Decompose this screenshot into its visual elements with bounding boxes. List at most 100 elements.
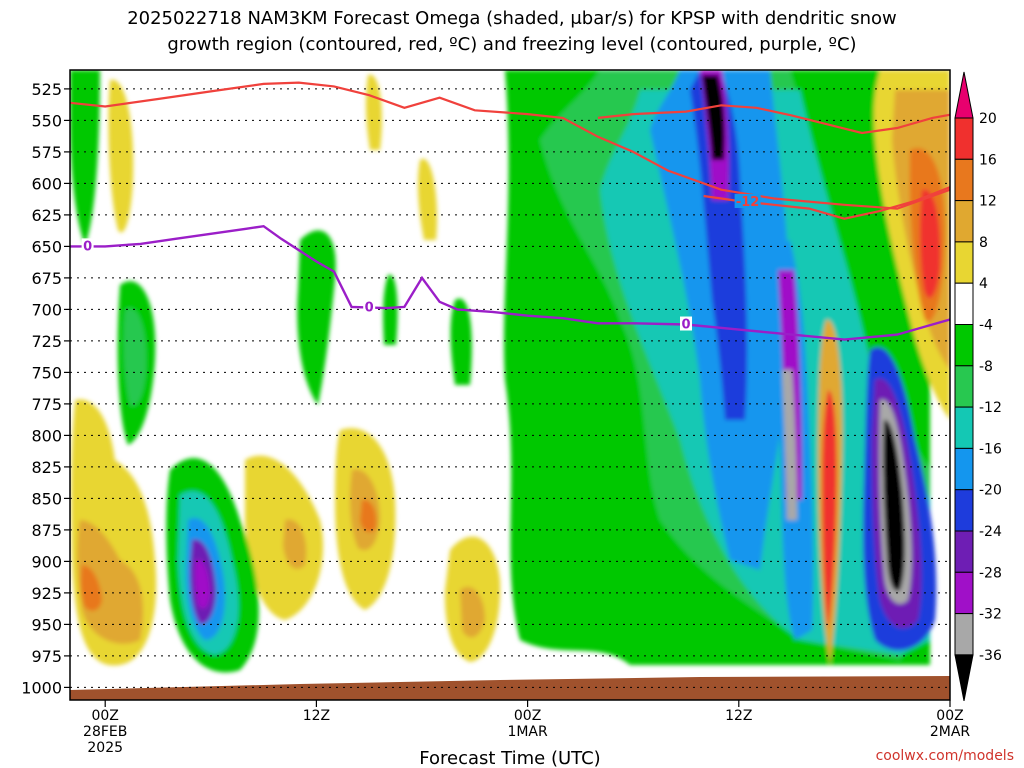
- colorbar-label: 16: [979, 152, 997, 168]
- omega-region: [702, 75, 725, 160]
- contour-lines: [70, 81, 950, 341]
- y-tick-label: 975: [31, 647, 62, 666]
- dendritic-contour: [70, 81, 950, 210]
- omega-region: [297, 230, 336, 405]
- omega-region: [80, 565, 102, 611]
- y-tick-label: 800: [31, 426, 62, 445]
- chart-title-line1: 2025022718 NAM3KM Forecast Omega (shaded…: [127, 8, 897, 29]
- y-tick-label: 625: [31, 206, 62, 225]
- omega-region: [108, 79, 134, 233]
- chart-title-line2: growth region (contoured, red, ºC) and f…: [167, 34, 856, 55]
- y-tick-label: 600: [31, 174, 62, 193]
- colorbar-segment: [954, 530, 974, 573]
- y-tick-label: 850: [31, 489, 62, 508]
- colorbar-label: -28: [979, 565, 1002, 581]
- dendritic-contour: [597, 104, 950, 135]
- x-tick-label: 2025: [87, 740, 123, 756]
- y-tick-label: 1000: [21, 678, 62, 697]
- x-tick-label: 1MAR: [507, 724, 548, 740]
- x-tick-label: 12Z: [303, 708, 330, 724]
- contour-label-bg: [680, 316, 692, 331]
- colorbar-label: -12: [979, 400, 1002, 416]
- freezing-level-label: 0: [681, 318, 690, 333]
- colorbar-segment: [954, 117, 974, 160]
- contour-label-bg: [363, 299, 376, 314]
- omega-shading: [70, 70, 950, 673]
- colorbar-segment: [954, 571, 974, 615]
- y-tick-label: 925: [31, 584, 62, 603]
- omega-region: [690, 70, 748, 420]
- colorbar-label: -24: [979, 524, 1002, 540]
- colorbar-segment: [954, 282, 974, 326]
- x-tick-label: 2MAR: [930, 724, 971, 740]
- colorbar-label: -16: [979, 441, 1002, 457]
- colorbar-label: -36: [979, 648, 1002, 664]
- colorbar-label: -8: [979, 359, 993, 375]
- colorbar-label: 12: [979, 194, 997, 210]
- colorbar-segment: [954, 489, 974, 532]
- contour-label-bg: [81, 238, 94, 253]
- y-tick-label: 775: [31, 395, 62, 414]
- omega-region: [70, 70, 100, 245]
- omega-region: [822, 390, 837, 630]
- freezing-level-contour: [70, 224, 950, 341]
- omega-region: [883, 419, 905, 591]
- freezing-level-label: 0: [365, 301, 374, 316]
- colorbar-segment: [954, 71, 974, 119]
- omega-region: [782, 370, 797, 520]
- colorbar-label: -4: [979, 318, 993, 334]
- colorbar-segment: [954, 365, 974, 408]
- colorbar-label: 20: [979, 111, 997, 127]
- x-tick-label: 00Z: [936, 708, 963, 724]
- y-tick-label: 700: [31, 300, 62, 319]
- x-tick-label: 12Z: [725, 708, 752, 724]
- contour-label-bg: [734, 193, 761, 208]
- plot-frame: [69, 69, 951, 701]
- y-tick-label: 825: [31, 458, 62, 477]
- terrain-surface: [70, 676, 950, 700]
- x-axis-label: Forecast Time (UTC): [419, 748, 600, 768]
- omega-region: [365, 74, 382, 150]
- x-tick-label: 28FEB: [83, 724, 127, 740]
- omega-region: [194, 559, 210, 609]
- colorbar-segment: [954, 654, 974, 701]
- colorbar-segment: [954, 158, 974, 202]
- y-tick-label: 950: [31, 615, 62, 634]
- omega-region: [123, 308, 147, 407]
- y-tick-label: 900: [31, 552, 62, 571]
- y-tick-label: 525: [31, 80, 62, 99]
- y-axis: 525 550 575 600 625 650 675 700 725 750 775 800 825 8…: [21, 80, 70, 697]
- y-tick-label: 875: [31, 521, 62, 540]
- omega-region: [283, 519, 307, 569]
- y-tick-label: 725: [31, 332, 62, 351]
- contour-labels: -12 0 0 0: [81, 193, 761, 333]
- colorbar-segment: [954, 613, 974, 656]
- omega-region: [77, 520, 144, 644]
- colorbar-label: -32: [979, 607, 1002, 623]
- x-tick-label: 00Z: [514, 708, 541, 724]
- y-tick-label: 550: [31, 111, 62, 130]
- colorbar-segment: [954, 200, 974, 243]
- omega-region: [417, 158, 438, 240]
- y-tick-label: 750: [31, 363, 62, 382]
- colorbar-segment: [954, 406, 974, 449]
- freezing-level-label: 0: [83, 239, 92, 254]
- x-tick-label: 00Z: [91, 708, 118, 724]
- y-tick-label: 675: [31, 269, 62, 288]
- colorbar-label: 8: [979, 235, 988, 251]
- colorbar: 20 16 12 8 4 -4 -8 -12 -16 -20 -24 -28 -32 -36: [954, 71, 1002, 701]
- omega-region: [460, 586, 485, 638]
- credit-text: coolwx.com/models: [876, 748, 1014, 764]
- colorbar-label: 4: [979, 276, 988, 292]
- omega-region: [919, 189, 941, 299]
- dendritic-contour-label: -12: [736, 195, 760, 210]
- colorbar-segment: [954, 447, 974, 491]
- omega-region: [450, 298, 472, 385]
- y-tick-label: 650: [31, 237, 62, 256]
- colorbar-segment: [954, 241, 974, 284]
- colorbar-label: -20: [979, 483, 1002, 499]
- omega-region: [360, 499, 377, 533]
- omega-region: [383, 274, 398, 345]
